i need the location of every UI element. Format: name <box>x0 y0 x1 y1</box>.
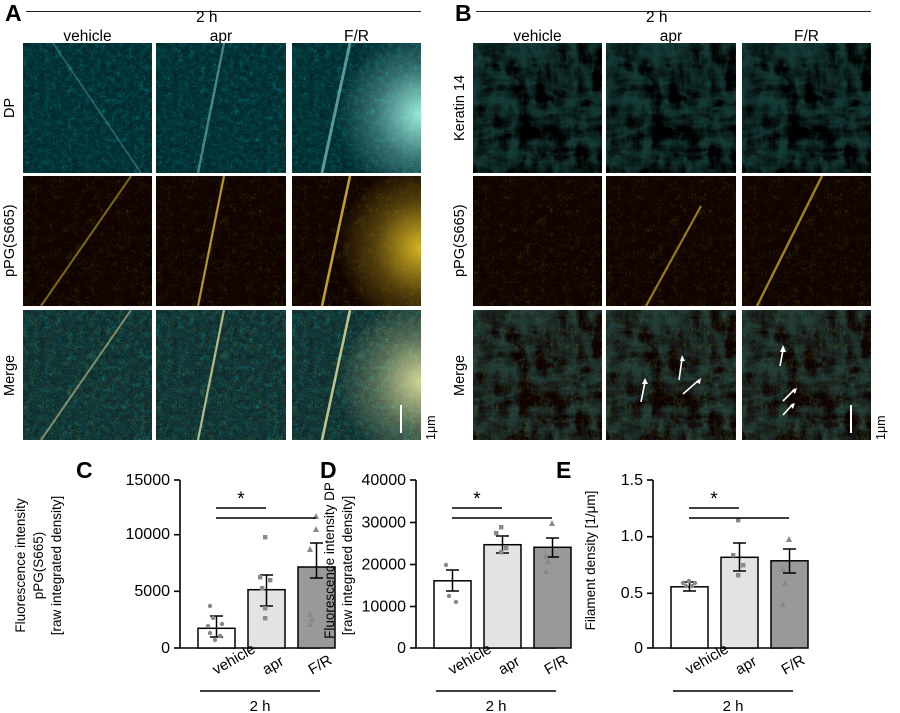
svg-text:0: 0 <box>161 640 170 657</box>
svg-text:*: * <box>473 489 481 510</box>
svg-text:0: 0 <box>397 640 406 657</box>
svg-text:40000: 40000 <box>362 472 407 489</box>
svg-text:1.0: 1.0 <box>621 528 643 545</box>
svg-text:30000: 30000 <box>362 515 407 532</box>
svg-text:*: * <box>237 489 245 510</box>
svg-text:10000: 10000 <box>126 526 171 543</box>
svg-text:10000: 10000 <box>362 599 407 616</box>
svg-text:apr: apr <box>733 653 760 679</box>
svg-text:*: * <box>710 489 718 510</box>
svg-text:0: 0 <box>634 640 643 657</box>
svg-text:F/R: F/R <box>779 652 809 679</box>
svg-text:1.5: 1.5 <box>621 472 643 489</box>
svg-text:15000: 15000 <box>126 472 171 489</box>
svg-text:apr: apr <box>496 653 523 679</box>
svg-text:2 h: 2 h <box>723 698 744 713</box>
svg-text:5000: 5000 <box>134 583 170 600</box>
svg-text:2 h: 2 h <box>250 698 271 713</box>
svg-text:apr: apr <box>260 653 287 679</box>
svg-text:0.5: 0.5 <box>621 585 643 602</box>
svg-text:2 h: 2 h <box>486 698 507 713</box>
svg-text:20000: 20000 <box>362 557 407 574</box>
